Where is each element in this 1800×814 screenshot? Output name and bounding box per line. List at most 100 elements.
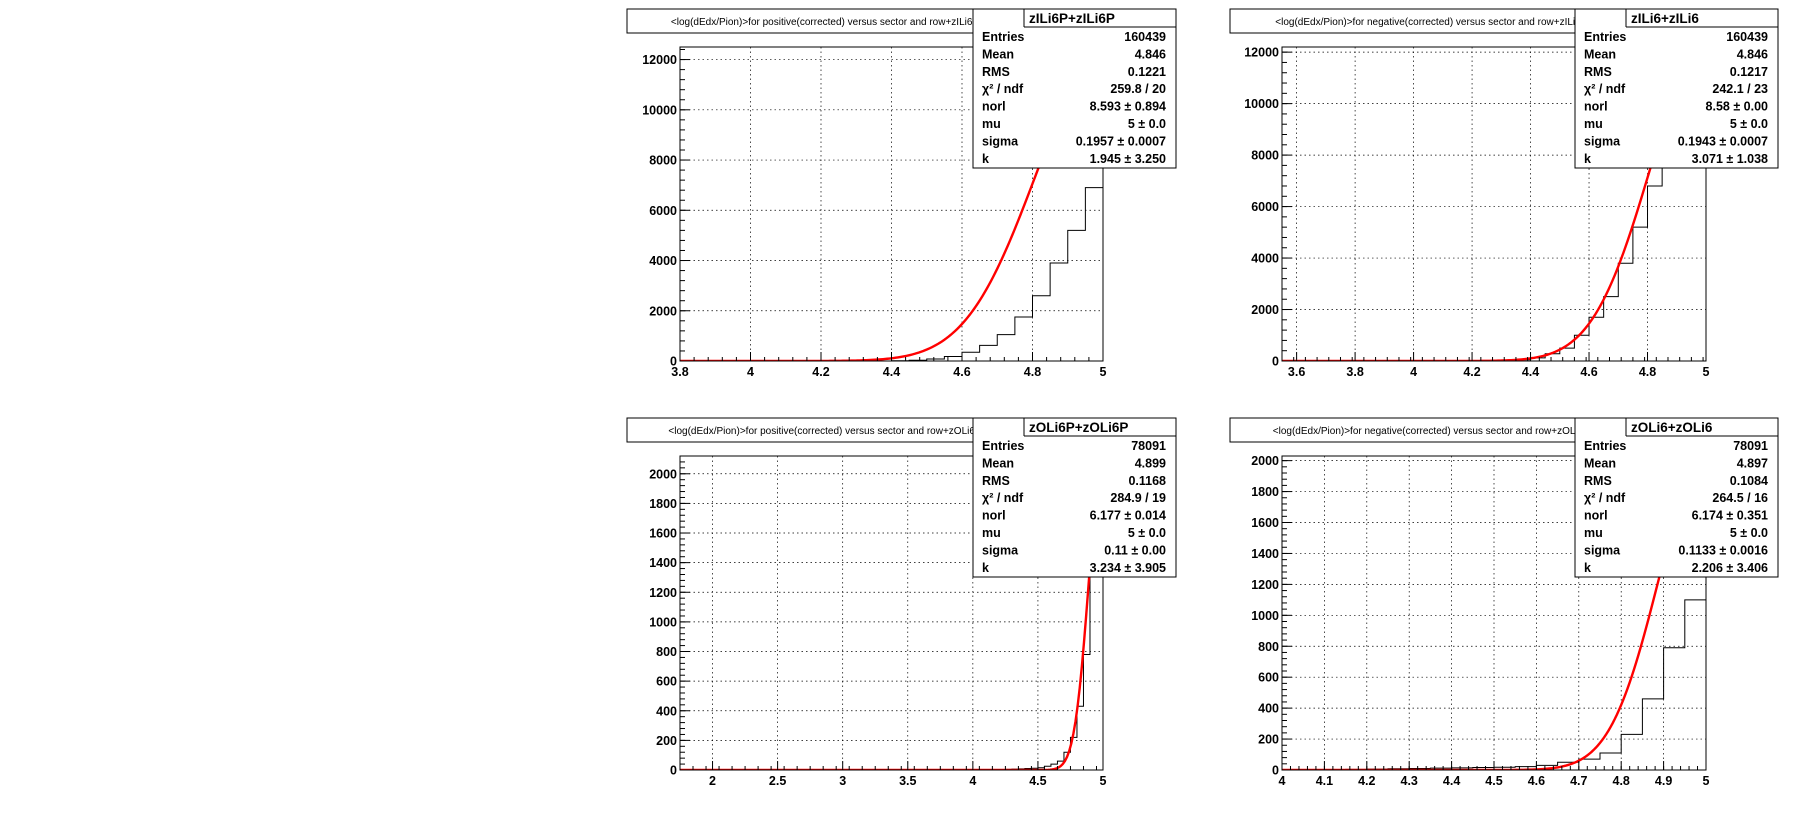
stats-label: norl	[982, 509, 1006, 523]
x-tick-label: 3.5	[899, 774, 916, 788]
stats-label: norl	[1584, 100, 1608, 114]
stats-value: 6.174 ± 0.351	[1692, 509, 1768, 523]
stats-value: 284.9 / 19	[1110, 491, 1166, 505]
stats-value: 160439	[1124, 30, 1166, 44]
stats-value: 5 ± 0.0	[1730, 526, 1768, 540]
stats-value: 3.071 ± 1.038	[1692, 152, 1768, 166]
stats-label: χ² / ndf	[982, 491, 1024, 505]
y-tick-label: 6000	[1251, 200, 1279, 214]
stats-value: 4.846	[1737, 47, 1768, 61]
y-tick-label: 1200	[1251, 578, 1279, 592]
y-tick-label: 800	[1258, 640, 1279, 654]
y-tick-label: 1600	[1251, 516, 1279, 530]
x-tick-label: 4.5	[1485, 774, 1502, 788]
stats-label: mu	[1584, 526, 1603, 540]
stats-box	[1574, 417, 1779, 578]
plot-title: <log(dEdx/Pion)>for positive(corrected) …	[668, 426, 982, 437]
y-tick-label: 0	[670, 764, 677, 778]
x-tick-label: 4.6	[1580, 365, 1597, 379]
y-tick-label: 4000	[1251, 252, 1279, 266]
x-tick-label: 4.3	[1401, 774, 1418, 788]
stats-label: χ² / ndf	[1584, 82, 1626, 96]
x-tick-label: 4.7	[1570, 774, 1587, 788]
stats-value: 2.206 ± 3.406	[1692, 561, 1768, 575]
stats-label: k	[1584, 561, 1591, 575]
y-tick-label: 2000	[649, 304, 677, 318]
stats-value: 0.1221	[1128, 65, 1166, 79]
x-tick-label: 4.9	[1655, 774, 1672, 788]
x-tick-label: 4.2	[812, 365, 829, 379]
stats-value: 0.1943 ± 0.0007	[1678, 134, 1768, 148]
x-tick-label: 4.6	[1528, 774, 1545, 788]
stats-label: RMS	[982, 65, 1010, 79]
stats-title: zILi6+zILi6	[1631, 11, 1699, 26]
x-tick-label: 3	[839, 774, 846, 788]
stats-box	[972, 417, 1177, 578]
y-tick-label: 0	[1272, 764, 1279, 778]
y-tick-label: 1400	[649, 556, 677, 570]
stats-value: 0.1168	[1128, 474, 1166, 488]
y-tick-label: 12000	[1244, 46, 1279, 60]
y-tick-label: 12000	[642, 53, 677, 67]
stats-box	[1574, 8, 1779, 169]
x-tick-label: 4.4	[1522, 365, 1539, 379]
stats-label: χ² / ndf	[1584, 491, 1626, 505]
stats-label: Mean	[982, 456, 1014, 470]
y-tick-label: 600	[656, 675, 677, 689]
x-tick-label: 4	[747, 365, 754, 379]
title-box	[1229, 8, 1627, 34]
stats-value: 1.945 ± 3.250	[1090, 152, 1166, 166]
x-tick-label: 4.4	[883, 365, 900, 379]
stats-value: 78091	[1131, 439, 1166, 453]
stats-value: 5 ± 0.0	[1128, 526, 1166, 540]
stats-value: 0.1133 ± 0.0016	[1678, 543, 1768, 557]
stats-label: Mean	[1584, 456, 1616, 470]
stats-value: 0.1957 ± 0.0007	[1076, 134, 1166, 148]
stats-box	[972, 8, 1177, 169]
y-tick-label: 4000	[649, 254, 677, 268]
stats-label: Mean	[1584, 47, 1616, 61]
y-tick-label: 10000	[642, 103, 677, 117]
stats-label: Entries	[1584, 30, 1626, 44]
stats-value: 5 ± 0.0	[1730, 117, 1768, 131]
plot-title: <log(dEdx/Pion)>for negative(corrected) …	[1275, 17, 1581, 28]
x-tick-label: 5	[1703, 365, 1710, 379]
y-tick-label: 10000	[1244, 97, 1279, 111]
histogram-bins	[680, 129, 1103, 361]
stats-label: norl	[982, 100, 1006, 114]
x-tick-label: 4	[1279, 774, 1286, 788]
stats-label: sigma	[982, 543, 1019, 557]
x-tick-label: 4	[969, 774, 976, 788]
y-tick-label: 0	[1272, 355, 1279, 369]
stats-label: RMS	[982, 474, 1010, 488]
x-tick-label: 4.8	[1024, 365, 1041, 379]
y-tick-label: 8000	[1251, 149, 1279, 163]
x-tick-label: 3.6	[1288, 365, 1305, 379]
y-tick-label: 1800	[649, 497, 677, 511]
plot-frame	[1281, 46, 1707, 362]
plot-title: <log(dEdx/Pion)>for positive(corrected) …	[671, 17, 980, 28]
y-tick-label: 200	[1258, 733, 1279, 747]
stats-label: Mean	[982, 47, 1014, 61]
stats-label: k	[1584, 152, 1591, 166]
x-tick-label: 2	[709, 774, 716, 788]
stats-value: 4.846	[1135, 47, 1166, 61]
x-tick-label: 4.2	[1358, 774, 1375, 788]
y-tick-label: 6000	[649, 204, 677, 218]
stats-label: mu	[1584, 117, 1603, 131]
stats-label: sigma	[982, 134, 1019, 148]
x-tick-label: 5	[1703, 774, 1710, 788]
x-tick-label: 4.2	[1463, 365, 1480, 379]
stats-label: RMS	[1584, 474, 1612, 488]
x-tick-label: 4.1	[1316, 774, 1333, 788]
y-tick-label: 2000	[1251, 454, 1279, 468]
stats-value: 264.5 / 16	[1712, 491, 1768, 505]
stats-label: mu	[982, 526, 1001, 540]
x-tick-label: 4	[1410, 365, 1417, 379]
stats-label: k	[982, 152, 989, 166]
stats-label: Entries	[982, 439, 1024, 453]
stats-label: mu	[982, 117, 1001, 131]
stats-label: χ² / ndf	[982, 82, 1024, 96]
stats-value: 4.899	[1135, 456, 1166, 470]
x-tick-label: 3.8	[671, 365, 688, 379]
